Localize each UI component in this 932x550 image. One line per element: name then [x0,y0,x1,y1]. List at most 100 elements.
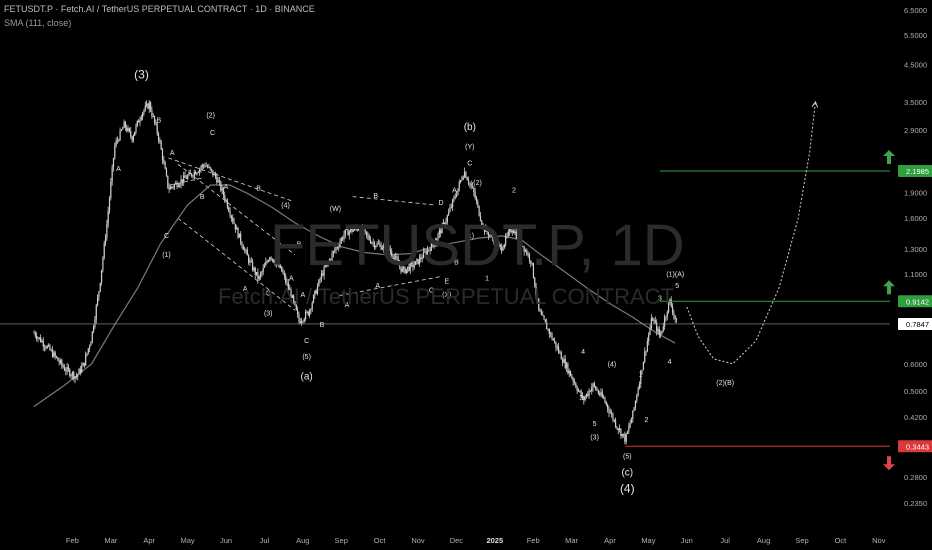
candle-body [526,250,528,255]
target2-up-arrow-icon [883,149,895,164]
candle-body [82,362,84,367]
candle-body [338,246,340,248]
candle-body [195,171,197,175]
time-axis[interactable]: Feb Mar Apr May Jun Jul Aug Sep Oct Nov Dec 2025 Feb… [66,536,886,545]
candle-body [556,347,558,348]
wave-label: E [444,279,449,286]
candle-body [312,295,315,303]
candle-body [536,294,539,299]
candle-body [567,363,569,374]
candle-body [258,276,260,280]
candle-body [673,312,675,316]
candle-body [285,275,287,283]
channel-line [177,217,296,311]
candle-body [222,188,225,196]
candle-body [263,265,266,268]
time-tick: Nov [411,536,425,545]
candle-body [636,395,638,401]
wave-label: 4 [668,359,672,366]
wave-label: (5) [302,354,311,361]
candle-body [654,320,656,323]
candle-body [175,182,177,185]
candle-body [119,130,121,141]
candle-body [176,182,178,187]
candle-body [584,397,586,401]
chart-title[interactable]: FETUSDT.P · Fetch.AI / TetherUS PERPETUA… [4,4,315,14]
price-tick: 1.1000 [904,270,927,279]
candle-body [564,359,566,368]
candle-body [232,217,234,222]
target1-up-arrow-icon [883,280,895,295]
price-levels [0,170,890,447]
candle-body [316,286,319,294]
candle-body [653,320,655,322]
candle-body [122,127,124,130]
wave-label: C [210,130,215,137]
candle-body [462,176,464,180]
candle-body [65,370,67,372]
candle-body [265,261,267,266]
candle-body [461,179,463,181]
candle-body [661,330,663,334]
wave-label: 5 [675,283,679,290]
candle-body [441,224,443,234]
candle-body [608,408,610,413]
candle-body [177,186,180,187]
candle-body [604,398,606,403]
candle-body [164,162,166,169]
candle-body [155,122,157,125]
candle-body [87,348,89,354]
candle-body [335,247,337,251]
candle-body [479,215,482,221]
candle-body [103,243,105,258]
price-axis[interactable]: 6.5000 5.5000 4.5000 3.5000 2.9000 1.9000 1.60… [892,0,932,530]
indicator-legend[interactable]: SMA (111, close) [4,18,72,28]
candle-body [512,230,515,234]
projection-path [686,101,816,365]
candle-body [505,236,507,245]
candle-body [342,238,344,240]
candle-body [249,260,251,263]
time-tick: Apr [604,536,616,545]
time-tick: Dec [450,536,464,545]
projection-group [686,100,819,365]
candle-body [291,295,293,298]
candle-body [414,261,417,265]
candle-body [69,369,71,376]
candle-body [261,271,263,274]
target1-price-label: 0.9142 [906,297,929,306]
wave-label: B [320,322,325,329]
candle-body [221,188,223,191]
candle-body [161,149,164,161]
candle-body [471,186,474,188]
candle-body [495,238,497,245]
time-tick: May [181,536,195,545]
candle-body [391,251,393,256]
candle-body [367,234,369,236]
candle-body [75,376,77,378]
candle-body [482,225,484,227]
candle-body [360,227,362,233]
candle-body [359,229,361,233]
candle-body [295,304,297,311]
candle-body [601,392,603,397]
candle-body [535,286,537,295]
candle-body [466,177,468,181]
candle-body [368,235,370,240]
wave-label: (W) [330,206,341,213]
candle-body [340,238,342,242]
candle-body [36,336,38,339]
wave-label: A [289,276,294,283]
candle-body [383,245,385,249]
candle-body [561,359,564,363]
candle-body [228,207,230,212]
candle-body [652,318,654,321]
candle-body [50,349,52,351]
candle-body [40,337,42,342]
candle-body [670,299,672,307]
candle-body [470,183,472,187]
candle-body [49,345,51,350]
candles-group [33,100,678,445]
candle-body [420,257,422,259]
candle-body [572,378,574,382]
